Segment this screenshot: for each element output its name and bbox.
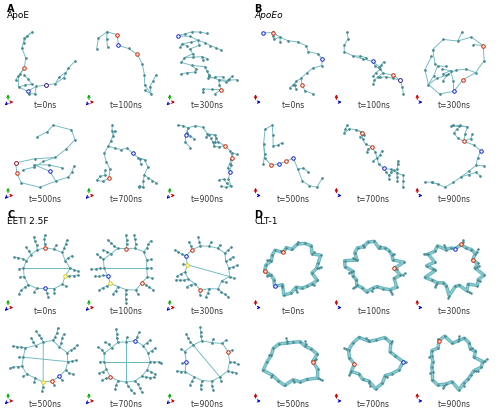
Text: t=500ns: t=500ns [276, 400, 310, 409]
Text: t=900ns: t=900ns [438, 195, 471, 204]
Text: t=900ns: t=900ns [190, 400, 224, 409]
Text: t=500ns: t=500ns [276, 195, 310, 204]
Text: C: C [7, 210, 14, 220]
Text: t=700ns: t=700ns [357, 400, 390, 409]
Text: CLT-1: CLT-1 [254, 217, 278, 226]
Text: B: B [254, 4, 262, 14]
Text: t=0ns: t=0ns [34, 101, 57, 110]
Text: A: A [7, 4, 14, 14]
Text: D: D [254, 210, 262, 220]
Text: t=900ns: t=900ns [190, 195, 224, 204]
Text: t=500ns: t=500ns [29, 195, 62, 204]
Text: ApoEo: ApoEo [254, 11, 283, 20]
Text: t=300ns: t=300ns [438, 307, 471, 316]
Text: t=300ns: t=300ns [190, 307, 224, 316]
Text: t=700ns: t=700ns [110, 195, 143, 204]
Text: t=100ns: t=100ns [110, 101, 142, 110]
Text: t=0ns: t=0ns [282, 307, 304, 316]
Text: t=100ns: t=100ns [110, 307, 142, 316]
Text: t=100ns: t=100ns [358, 101, 390, 110]
Text: t=500ns: t=500ns [29, 400, 62, 409]
Text: t=0ns: t=0ns [282, 101, 304, 110]
Text: t=300ns: t=300ns [190, 101, 224, 110]
Text: t=900ns: t=900ns [438, 400, 471, 409]
Text: t=700ns: t=700ns [357, 195, 390, 204]
Text: t=0ns: t=0ns [34, 307, 57, 316]
Text: t=300ns: t=300ns [438, 101, 471, 110]
Text: t=100ns: t=100ns [358, 307, 390, 316]
Text: ApoE: ApoE [7, 11, 30, 20]
Text: EETI 2.5F: EETI 2.5F [7, 217, 48, 226]
Text: t=700ns: t=700ns [110, 400, 143, 409]
